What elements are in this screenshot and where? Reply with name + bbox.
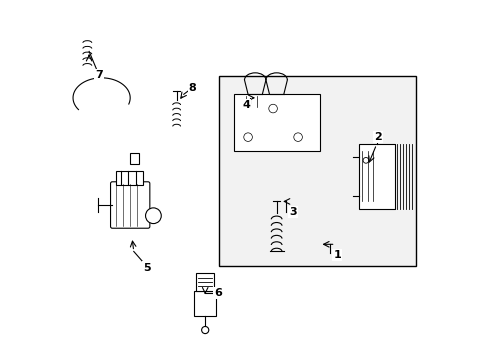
Circle shape [145, 208, 161, 224]
Bar [233, 94, 319, 152]
Circle shape [268, 104, 277, 113]
Text: 1: 1 [333, 250, 341, 260]
Text: 6: 6 [213, 288, 221, 298]
Bar [242, 96, 260, 107]
Bar [130, 153, 139, 164]
Bar [116, 171, 142, 185]
Text: 5: 5 [143, 262, 151, 273]
Text: 7: 7 [95, 69, 103, 80]
Circle shape [293, 133, 302, 141]
Text: 4: 4 [242, 100, 250, 110]
Text: 8: 8 [188, 83, 196, 93]
Circle shape [201, 327, 208, 334]
Circle shape [363, 157, 368, 163]
Bar [196, 273, 214, 291]
FancyBboxPatch shape [110, 182, 149, 228]
Text: 2: 2 [374, 132, 382, 142]
Bar [219, 76, 415, 266]
Bar [194, 291, 216, 316]
Text: 3: 3 [288, 207, 296, 217]
Bar [358, 144, 394, 208]
Circle shape [244, 133, 252, 141]
